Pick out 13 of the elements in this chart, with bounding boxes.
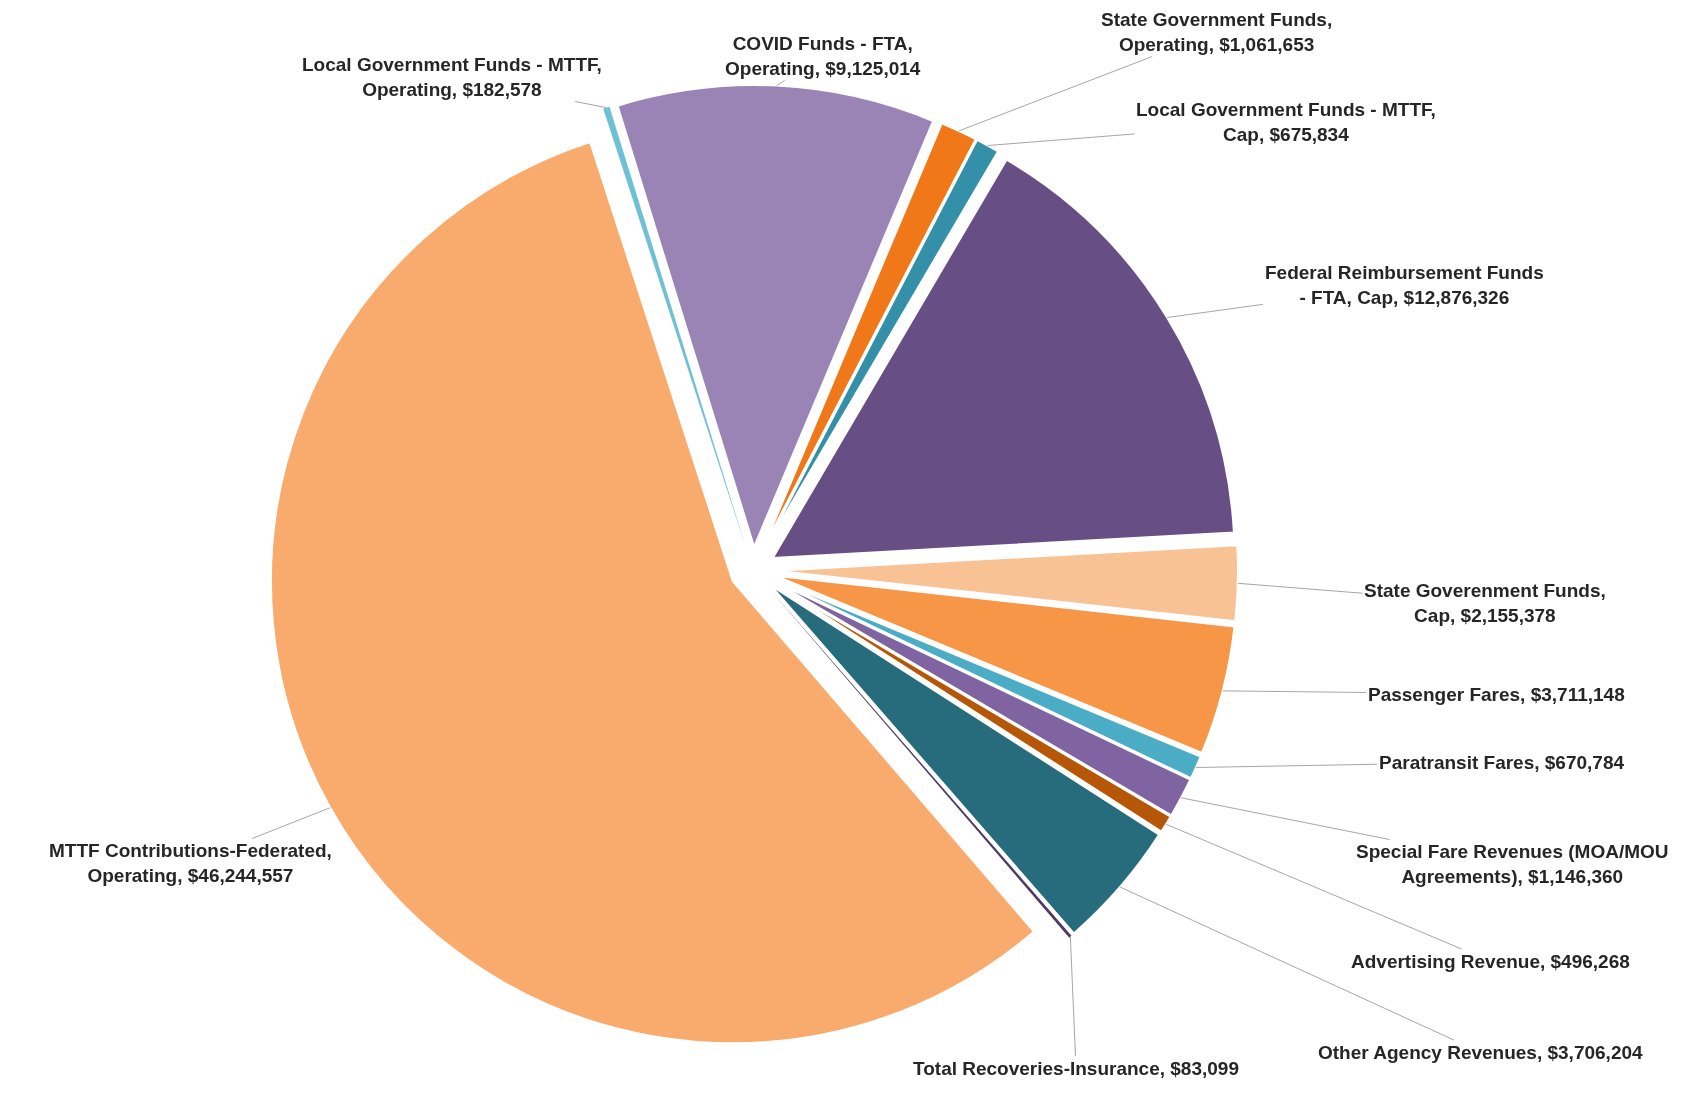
slice-label: Special Fare Revenues (MOA/MOU Agreements), $1,146,360 <box>1356 841 1669 887</box>
slice-label: State Goverenment Funds, Cap, $2,155,378 <box>1364 580 1606 626</box>
slice-label: Passenger Fares, $3,711,148 <box>1368 684 1625 705</box>
slice-label: Total Recoveries-Insurance, $83,099 <box>913 1058 1239 1079</box>
slice-label: State Government Funds, Operating, $1,061,653 <box>1101 9 1333 55</box>
slice-label: Local Government Funds - MTTF, Operating, $182,578 <box>302 54 602 100</box>
slice-label: COVID Funds - FTA, Operating, $9,125,014 <box>725 33 921 79</box>
slice-label: Federal Reimbursement Funds - FTA, Cap, $12,876,326 <box>1265 262 1544 308</box>
slice-label: MTTF Contributions-Federated, Operating, $46,244,557 <box>49 840 332 886</box>
slice-label: Paratransit Fares, $670,784 <box>1379 752 1625 773</box>
slice-label: Local Government Funds - MTTF, Cap, $675,834 <box>1136 99 1436 145</box>
slice-label: Advertising Revenue, $496,268 <box>1351 951 1630 972</box>
slice-label: Other Agency Revenues, $3,706,204 <box>1318 1042 1644 1063</box>
